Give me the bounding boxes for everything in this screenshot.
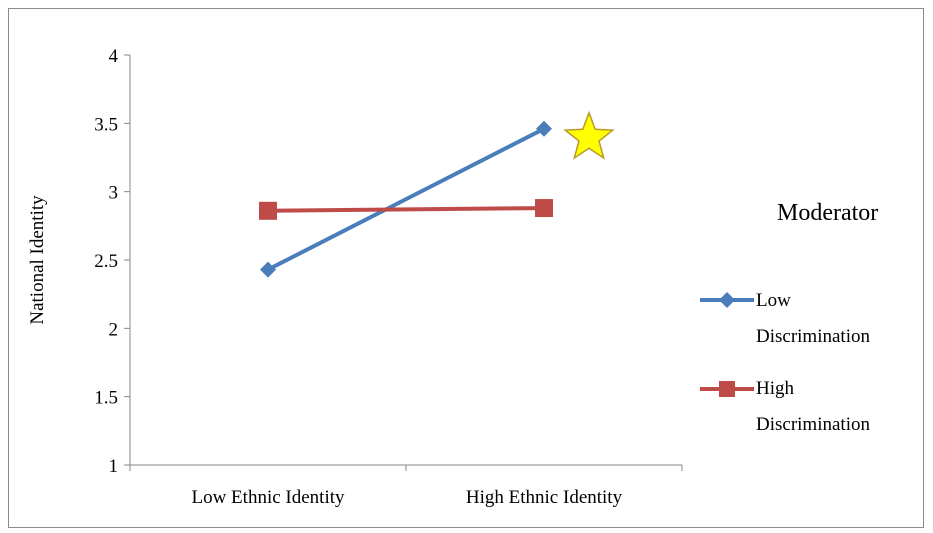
legend-entry-low-discrimination: Low Discrimination — [700, 290, 870, 347]
data-point-square — [535, 199, 553, 218]
y-tick-label: 4 — [109, 46, 119, 67]
series-layer — [259, 120, 553, 278]
y-tick-label: 3.5 — [94, 114, 118, 135]
data-point-diamond — [260, 261, 276, 278]
legend-marker-square-icon — [719, 381, 735, 397]
star-icon — [563, 110, 615, 160]
y-tick-label: 2.5 — [94, 251, 118, 272]
y-axis-label: National Identity — [27, 195, 48, 325]
legend-label-low-line2: Discrimination — [756, 326, 870, 347]
y-tick-label: 2 — [109, 319, 119, 340]
legend-label-high-line1: High — [756, 378, 795, 399]
legend-entry-high-discrimination: High Discrimination — [700, 378, 870, 435]
data-point-square — [259, 201, 277, 220]
series-line-low-discrimination — [267, 127, 545, 272]
y-tick-label: 1 — [109, 456, 119, 477]
axes: 1 1.5 2 2.5 3 3.5 4 Low Ethnic Identity High Eth… — [94, 46, 683, 508]
chart-frame — [8, 8, 924, 528]
x-tick-label: Low Ethnic Identity — [191, 487, 345, 508]
series-line-high-discrimination — [267, 206, 545, 213]
legend-label-high-line2: Discrimination — [756, 414, 870, 435]
legend-marker-diamond-icon — [719, 292, 735, 308]
legend-label-low-line1: Low — [756, 290, 791, 311]
y-tick-label: 3 — [109, 183, 119, 204]
annotation-layer — [563, 110, 615, 160]
legend-title: Moderator — [777, 200, 878, 226]
x-tick-label: High Ethnic Identity — [466, 487, 623, 508]
y-tick-label: 1.5 — [94, 388, 118, 409]
data-point-diamond — [536, 120, 552, 137]
